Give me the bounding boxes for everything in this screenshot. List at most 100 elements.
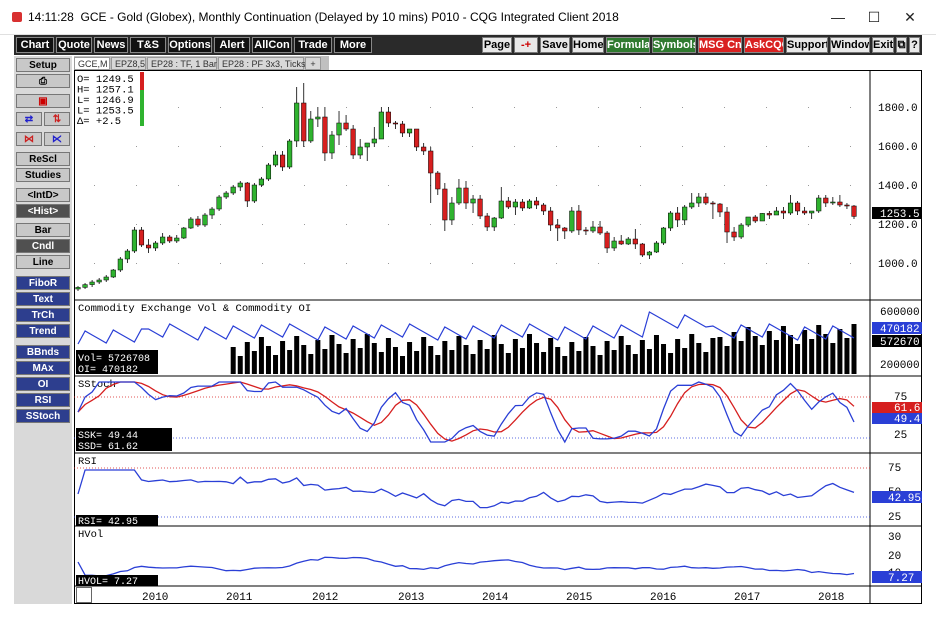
volume-bar xyxy=(244,342,250,374)
tab-gce-monthly[interactable]: GCE,M xyxy=(74,57,110,70)
setup-button[interactable]: Setup xyxy=(16,58,70,72)
line-chart-button[interactable]: Line xyxy=(16,255,70,269)
msg-center-button[interactable]: MSG Cntr xyxy=(698,37,742,53)
grid-dot xyxy=(850,185,851,186)
cursor-icon[interactable]: ▣ xyxy=(16,94,70,108)
candle-body xyxy=(350,128,356,156)
grid-dot xyxy=(640,224,641,225)
intraday-button[interactable]: <IntD> xyxy=(16,188,70,202)
fibonacci-button[interactable]: FiboR xyxy=(16,276,70,290)
maximize-button[interactable]: ☐ xyxy=(867,9,881,25)
candle-body xyxy=(795,202,801,212)
status-checkbox[interactable] xyxy=(76,587,92,603)
options-button[interactable]: Options xyxy=(168,37,212,53)
volume-bar xyxy=(251,351,257,374)
trade-button[interactable]: Trade xyxy=(294,37,332,53)
volume-panel-title: Commodity Exchange Vol & Commodity OI xyxy=(78,303,311,315)
grid-dot xyxy=(640,107,641,108)
close-button[interactable]: ✕ xyxy=(904,9,916,25)
alert-button[interactable]: Alert xyxy=(214,37,250,53)
grid-dot xyxy=(94,224,95,225)
news-button[interactable]: News xyxy=(94,37,128,53)
print-icon[interactable]: ⎙ xyxy=(16,74,70,88)
grid-dot xyxy=(178,107,179,108)
volume-bar xyxy=(392,347,398,374)
candle-chart-button[interactable]: Cndl xyxy=(16,239,70,253)
volume-bar xyxy=(646,349,652,374)
volume-bar xyxy=(590,346,596,374)
page-button[interactable]: Page xyxy=(482,37,512,53)
quote-button[interactable]: Quote xyxy=(56,37,92,53)
candle-body xyxy=(265,164,272,180)
moving-average-button[interactable]: MAx xyxy=(16,361,70,375)
trend-channel-button[interactable]: TrCh xyxy=(16,308,70,322)
save-button[interactable]: Save xyxy=(540,37,570,53)
chart-area[interactable]: 1800.0 1600.0 1400.0 1200.0 1000.0 1253.… xyxy=(74,70,922,604)
volume-bar xyxy=(407,342,413,374)
rescale-button[interactable]: ReScl xyxy=(16,152,70,166)
volume-bar xyxy=(315,340,321,374)
chart-button[interactable]: Chart xyxy=(16,37,54,53)
zoom-in-icon[interactable]: ⇅ xyxy=(44,112,70,126)
rsi-button[interactable]: RSI xyxy=(16,393,70,407)
candle-body xyxy=(809,210,815,214)
trend-line-button[interactable]: Trend xyxy=(16,324,70,338)
bollinger-bands-button[interactable]: BBnds xyxy=(16,345,70,359)
exit-button[interactable]: Exit xyxy=(872,37,894,53)
volume-bar xyxy=(428,346,434,374)
ssk-readout: SSK= 49.44 xyxy=(78,431,138,442)
candle-body xyxy=(830,201,836,204)
open-interest-button[interactable]: OI xyxy=(16,377,70,391)
sstoch-button[interactable]: SStoch xyxy=(16,409,70,423)
grid-dot xyxy=(724,185,725,186)
grid-dot xyxy=(682,107,683,108)
volume-bar xyxy=(696,343,702,374)
candle-body xyxy=(209,208,215,216)
volume-bar xyxy=(385,338,391,374)
last-oi-label: 470182 xyxy=(880,324,920,336)
help-button[interactable]: ? xyxy=(909,37,920,53)
candle-body xyxy=(449,202,455,221)
minimize-button[interactable]: — xyxy=(831,9,845,25)
grid-dot xyxy=(556,224,557,225)
sstoch-tick-25: 25 xyxy=(894,430,907,442)
support-button[interactable]: Support xyxy=(786,37,828,53)
historical-button[interactable]: <Hist> xyxy=(16,204,70,218)
compress-icon[interactable]: ⋈ xyxy=(16,132,42,146)
askcqg-button[interactable]: AskCQG xyxy=(744,37,784,53)
volume-bar xyxy=(816,325,822,374)
tab-epz8[interactable]: EPZ8,5 xyxy=(111,57,146,70)
grid-dot xyxy=(850,146,851,147)
home-button[interactable]: Home xyxy=(572,37,604,53)
candle-body xyxy=(414,128,420,148)
window-button[interactable]: Window xyxy=(830,37,870,53)
grid-dot xyxy=(472,107,473,108)
candle-body xyxy=(280,154,286,168)
bar-chart-button[interactable]: Bar xyxy=(16,223,70,237)
grid-dot xyxy=(430,107,431,108)
zoom-out-icon[interactable]: ⇄ xyxy=(16,112,42,126)
add-tab-button[interactable]: + xyxy=(305,57,321,70)
symbols-button[interactable]: Symbols xyxy=(652,37,696,53)
grid-dot xyxy=(556,107,557,108)
page-arrows-button[interactable]: -+ xyxy=(514,37,538,53)
sstoch-ssd-value: 61.6 xyxy=(894,403,920,415)
last-price-label: 1253.5 xyxy=(880,209,920,221)
volume-bar xyxy=(301,345,307,374)
allcon-button[interactable]: AllCon xyxy=(252,37,292,53)
ssd-line xyxy=(77,381,855,442)
tab-ep28-tf[interactable]: EP28 : TF, 1 Bar xyxy=(147,57,217,70)
text-tool-button[interactable]: Text xyxy=(16,292,70,306)
restore-icon[interactable]: ⧉ xyxy=(896,37,907,53)
expand-icon[interactable]: ⋉ xyxy=(44,132,70,146)
more-button[interactable]: More xyxy=(334,37,372,53)
candle-body xyxy=(216,196,222,210)
year-2012: 2012 xyxy=(312,592,338,604)
formula-button[interactable]: Formula xyxy=(606,37,650,53)
studies-button[interactable]: Studies xyxy=(16,168,70,182)
tab-ep28-pf[interactable]: EP28 : PF 3x3, Ticks xyxy=(218,57,306,70)
time-sales-button[interactable]: T&S xyxy=(130,37,166,53)
volume-bar xyxy=(837,329,843,374)
grid-dot xyxy=(262,263,263,264)
candle-body xyxy=(555,224,561,229)
